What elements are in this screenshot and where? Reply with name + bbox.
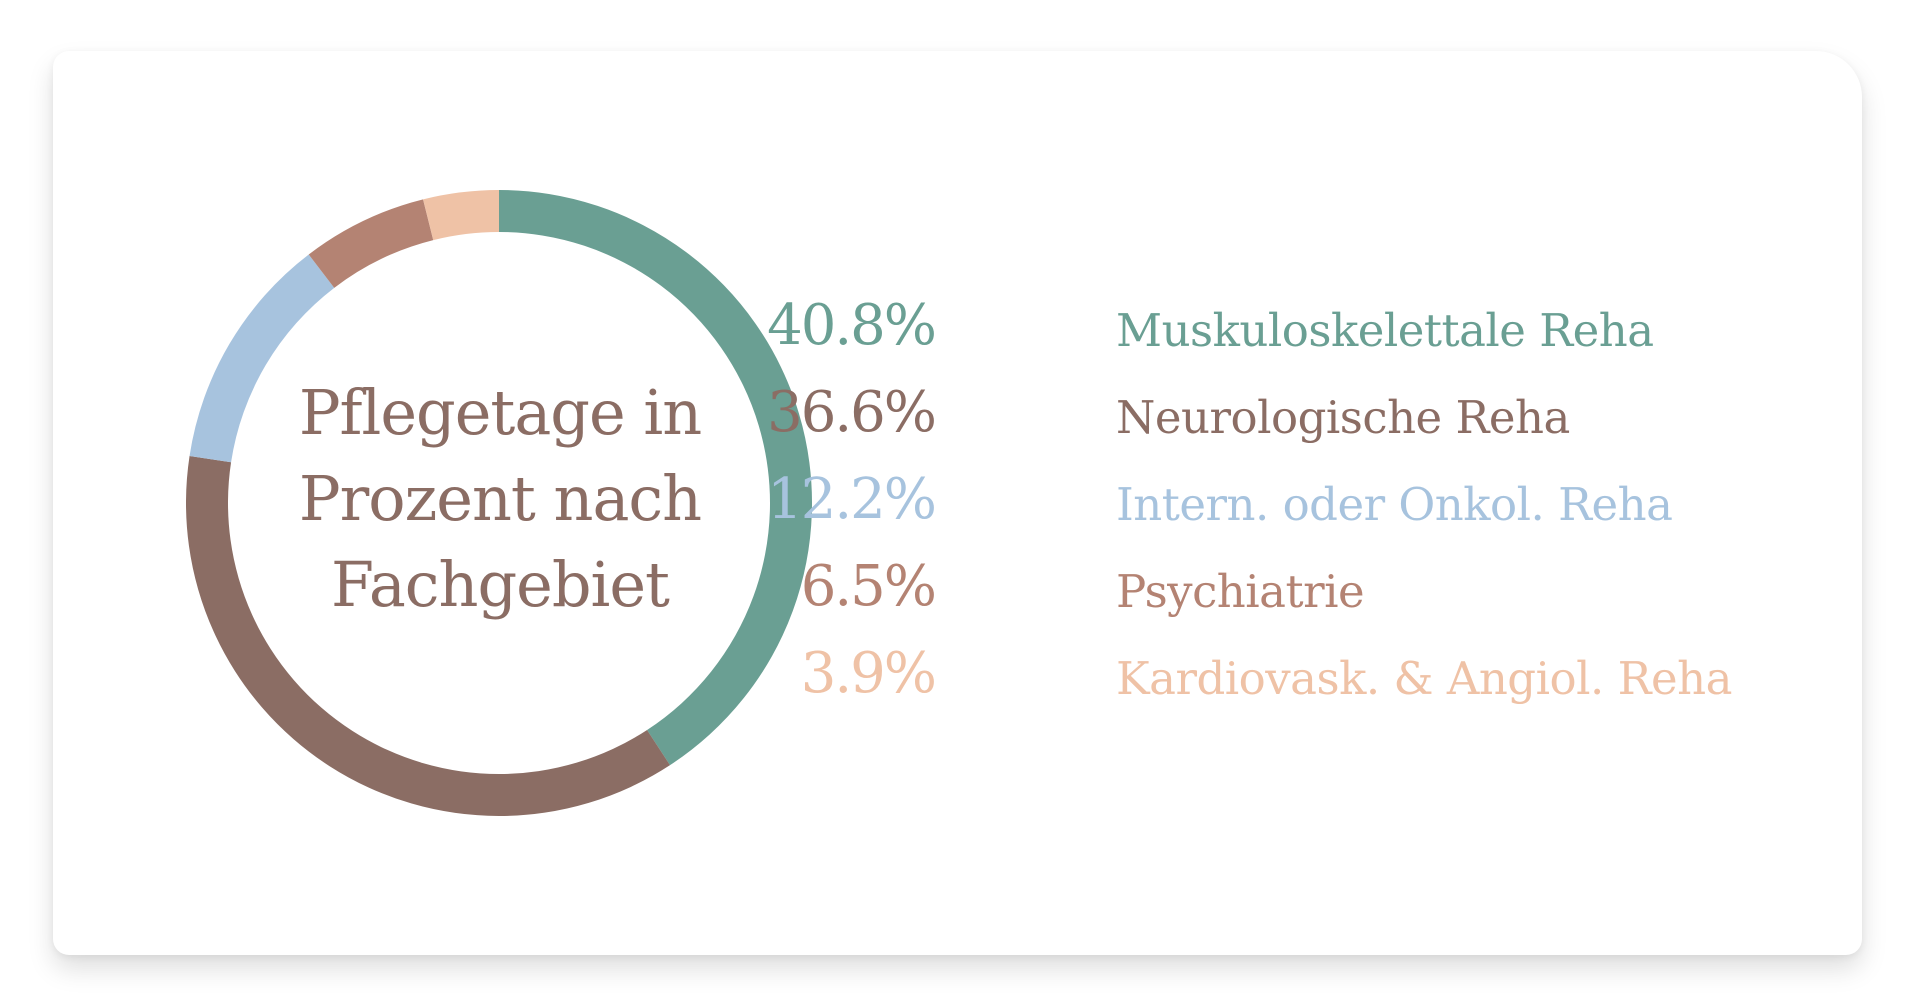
legend-label: Psychiatrie bbox=[1116, 565, 1365, 618]
legend-item: 12.2% Intern. oder Onkol. Reha bbox=[767, 464, 1860, 551]
chart-title: Pflegetage in Prozent nach Fachgebiet bbox=[270, 370, 730, 628]
chart-title-line-3: Fachgebiet bbox=[331, 548, 670, 621]
donut-slices bbox=[186, 190, 812, 816]
legend-value: 6.5% bbox=[800, 554, 937, 619]
donut-slice-2 bbox=[189, 254, 335, 463]
legend-item: 40.8% Muskuloskelettale Reha bbox=[767, 290, 1860, 377]
legend-label: Kardiovask. & Angiol. Reha bbox=[1116, 652, 1732, 705]
legend: 40.8% Muskuloskelettale Reha 36.6% Neuro… bbox=[767, 290, 1860, 725]
chart-card bbox=[53, 51, 1862, 955]
donut-chart bbox=[186, 190, 812, 816]
donut-slice-4 bbox=[423, 190, 499, 241]
legend-label: Neurologische Reha bbox=[1116, 391, 1570, 444]
legend-item: 3.9% Kardiovask. & Angiol. Reha bbox=[801, 638, 1860, 725]
legend-value: 12.2% bbox=[767, 467, 937, 532]
donut-slice-3 bbox=[308, 199, 434, 288]
chart-title-line-1: Pflegetage in bbox=[298, 376, 702, 449]
legend-item: 6.5% Psychiatrie bbox=[801, 551, 1860, 638]
legend-item: 36.6% Neurologische Reha bbox=[767, 377, 1860, 464]
legend-value: 40.8% bbox=[767, 293, 937, 358]
chart-title-line-2: Prozent nach bbox=[298, 462, 702, 535]
legend-value: 36.6% bbox=[767, 380, 937, 445]
donut-slice-0 bbox=[499, 190, 812, 766]
legend-value: 3.9% bbox=[800, 641, 937, 706]
legend-label: Muskuloskelettale Reha bbox=[1116, 304, 1654, 357]
legend-label: Intern. oder Onkol. Reha bbox=[1116, 478, 1673, 531]
donut-slice-1 bbox=[186, 455, 671, 816]
